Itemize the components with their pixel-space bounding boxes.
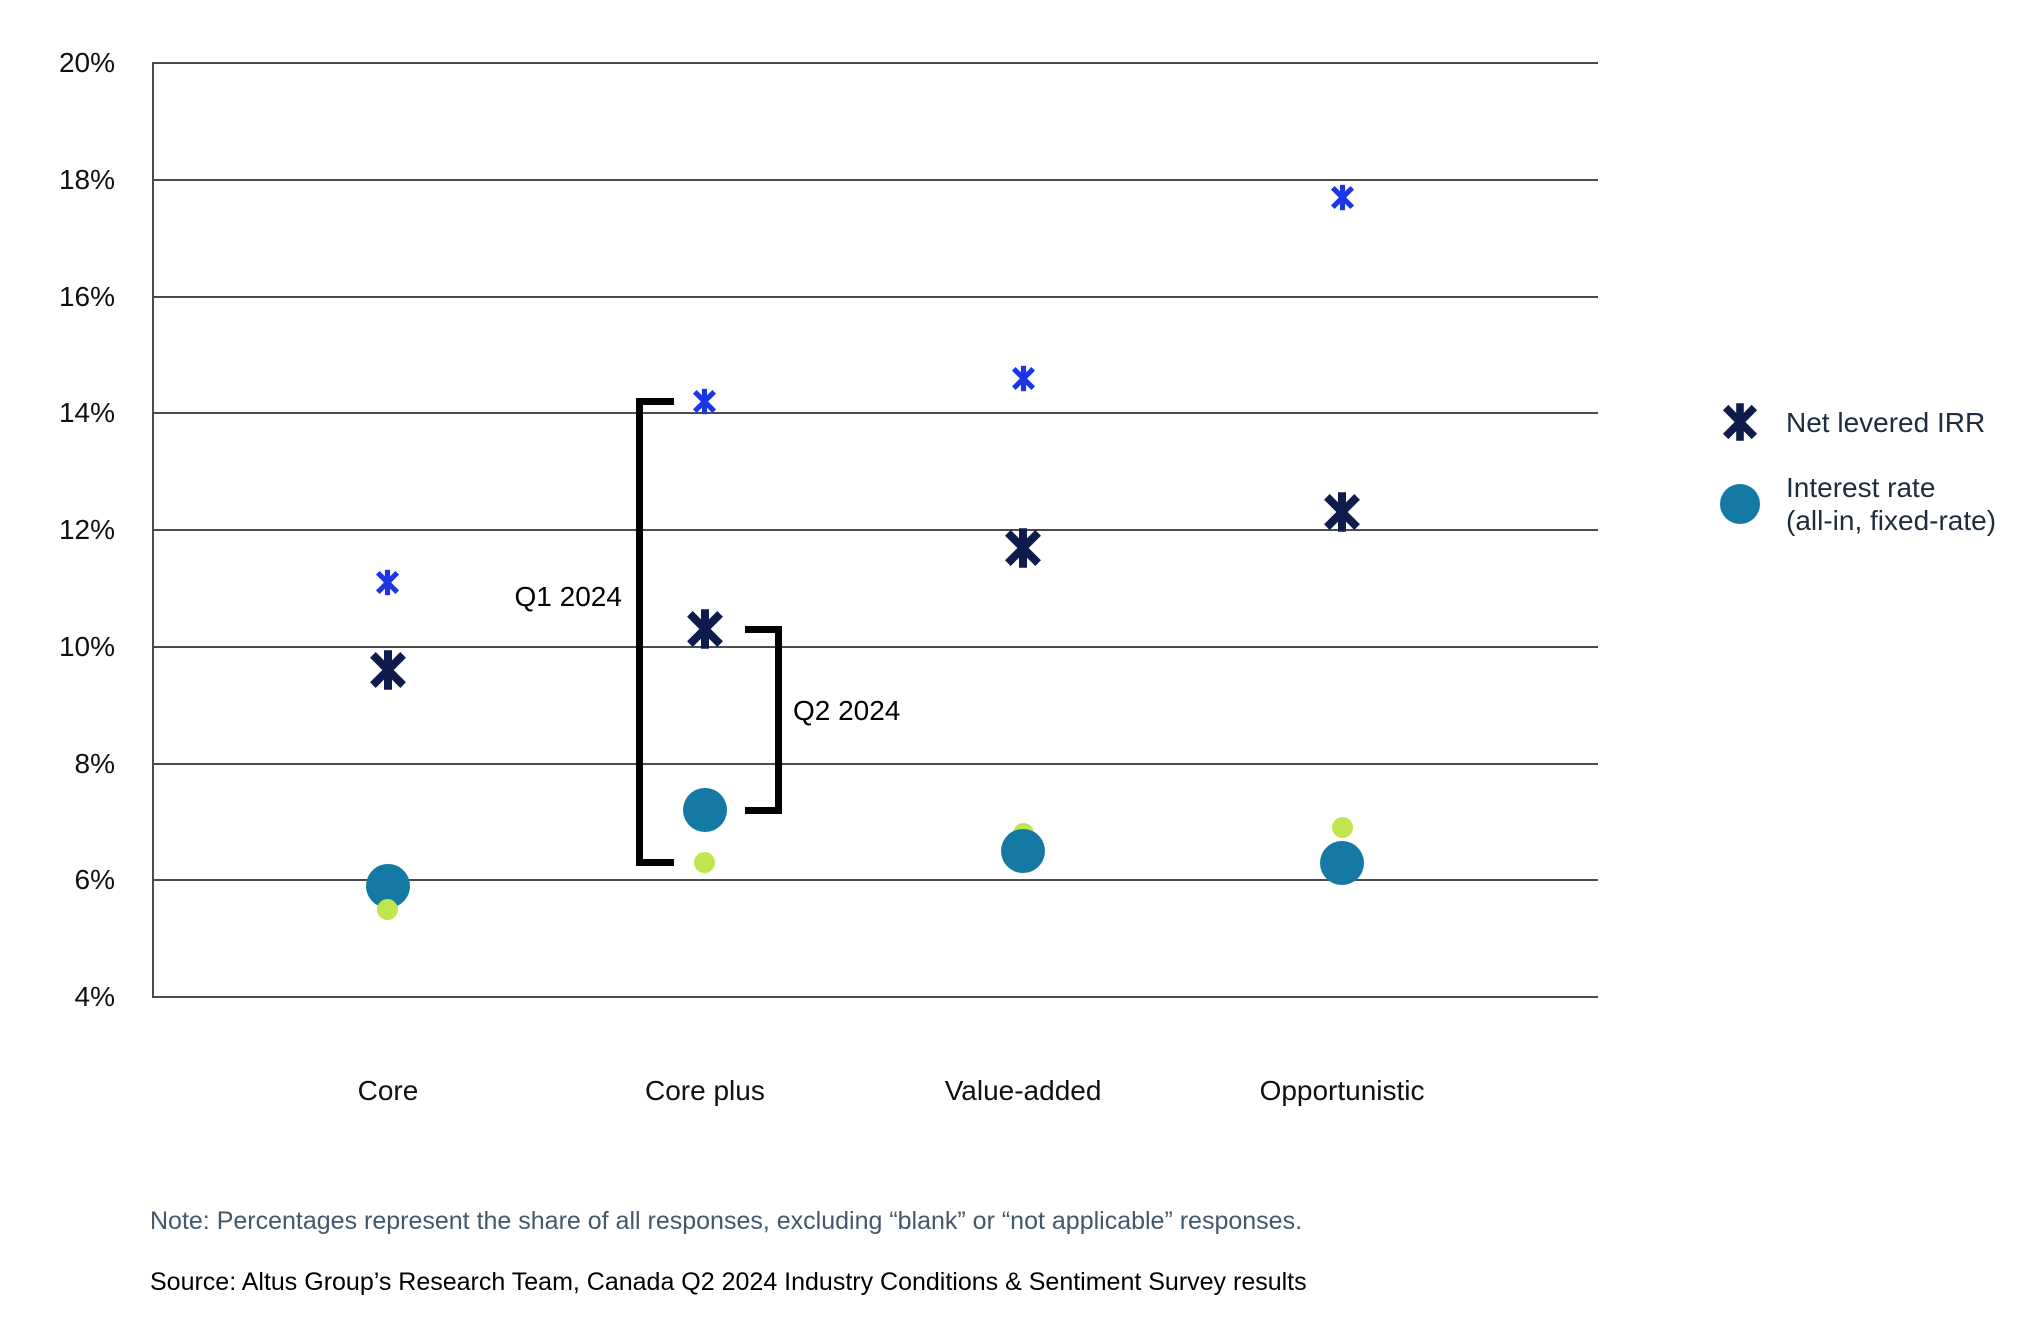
data-point-irr xyxy=(367,649,409,691)
gridline xyxy=(152,412,1598,415)
bracket-tick xyxy=(639,398,674,406)
gridline xyxy=(152,879,1598,882)
data-point-interest-rate xyxy=(1001,829,1046,874)
y-axis-tick-label: 20% xyxy=(58,47,115,78)
bracket-tick xyxy=(639,859,674,867)
y-axis-tick-label: 16% xyxy=(58,280,115,312)
legend-item-interest-rate: Interest rate (all-in, fixed-rate) xyxy=(1720,471,1996,537)
y-axis-tick-label: 8% xyxy=(74,747,115,779)
y-axis-tick-label: 4% xyxy=(74,981,115,1012)
gridline xyxy=(152,529,1598,531)
y-axis-tick-label: 10% xyxy=(58,630,115,662)
data-point-interest-rate xyxy=(682,788,727,833)
data-point-interest-rate xyxy=(1320,840,1365,885)
asterisk-x-icon xyxy=(1720,402,1760,442)
data-point-irr xyxy=(1321,491,1363,533)
data-point-irr xyxy=(1329,184,1356,211)
note-text: Note: Percentages represent the share of… xyxy=(150,1207,1303,1235)
x-axis-category-label: Core plus xyxy=(645,1075,765,1106)
source-text: Source: Altus Group’s Research Team, Can… xyxy=(150,1268,1307,1296)
legend-label-net-levered-irr: Net levered IRR xyxy=(1786,406,1986,438)
gridline xyxy=(152,996,1598,998)
gridline xyxy=(152,178,1598,181)
x-axis-category-label: Value-added xyxy=(944,1075,1102,1106)
y-axis-tick-label: 14% xyxy=(58,397,115,429)
legend-label-interest-rate-line1: Interest rate xyxy=(1786,472,1936,503)
data-point-interest-rate xyxy=(694,852,716,874)
x-axis-category-label: Core xyxy=(357,1075,419,1106)
data-point-irr xyxy=(684,608,726,650)
data-point-interest-rate xyxy=(377,898,399,920)
circle-icon xyxy=(1720,484,1760,524)
data-point-irr xyxy=(1002,527,1044,569)
bracket-label-q1-2024: Q1 2024 xyxy=(514,581,622,613)
y-axis-tick-label: 6% xyxy=(74,864,115,896)
bracket-line xyxy=(775,625,783,814)
data-point-interest-rate xyxy=(1331,817,1353,839)
gridline xyxy=(152,295,1598,298)
gridline xyxy=(152,62,1598,64)
x-axis-category-labels: Core Core plus Value-added Opportunistic xyxy=(152,1075,1598,1115)
data-point-irr xyxy=(374,569,401,596)
data-point-irr xyxy=(1010,365,1037,392)
legend-label-interest-rate: Interest rate (all-in, fixed-rate) xyxy=(1786,471,1996,537)
bracket-line xyxy=(636,398,644,867)
bracket-label-q2-2024: Q2 2024 xyxy=(792,694,901,726)
data-point-irr xyxy=(691,388,718,415)
x-axis-category-label: Opportunistic xyxy=(1259,1075,1425,1106)
bracket-tick xyxy=(744,806,779,814)
gridline xyxy=(152,645,1598,648)
legend-label-interest-rate-line2: (all-in, fixed-rate) xyxy=(1786,505,1997,536)
plot-area: Q1 2024 Q2 2024 xyxy=(152,62,1598,998)
y-axis-tick-label: 18% xyxy=(58,163,115,195)
bracket-tick xyxy=(744,625,779,633)
y-axis-tick-labels: 20% 18% 16% 14% 12% 10% 8% 6% 4% xyxy=(0,47,115,1012)
y-axis-tick-label: 12% xyxy=(58,514,115,545)
legend-item-net-levered-irr: Net levered IRR xyxy=(1720,402,1985,442)
gridline xyxy=(152,762,1598,765)
